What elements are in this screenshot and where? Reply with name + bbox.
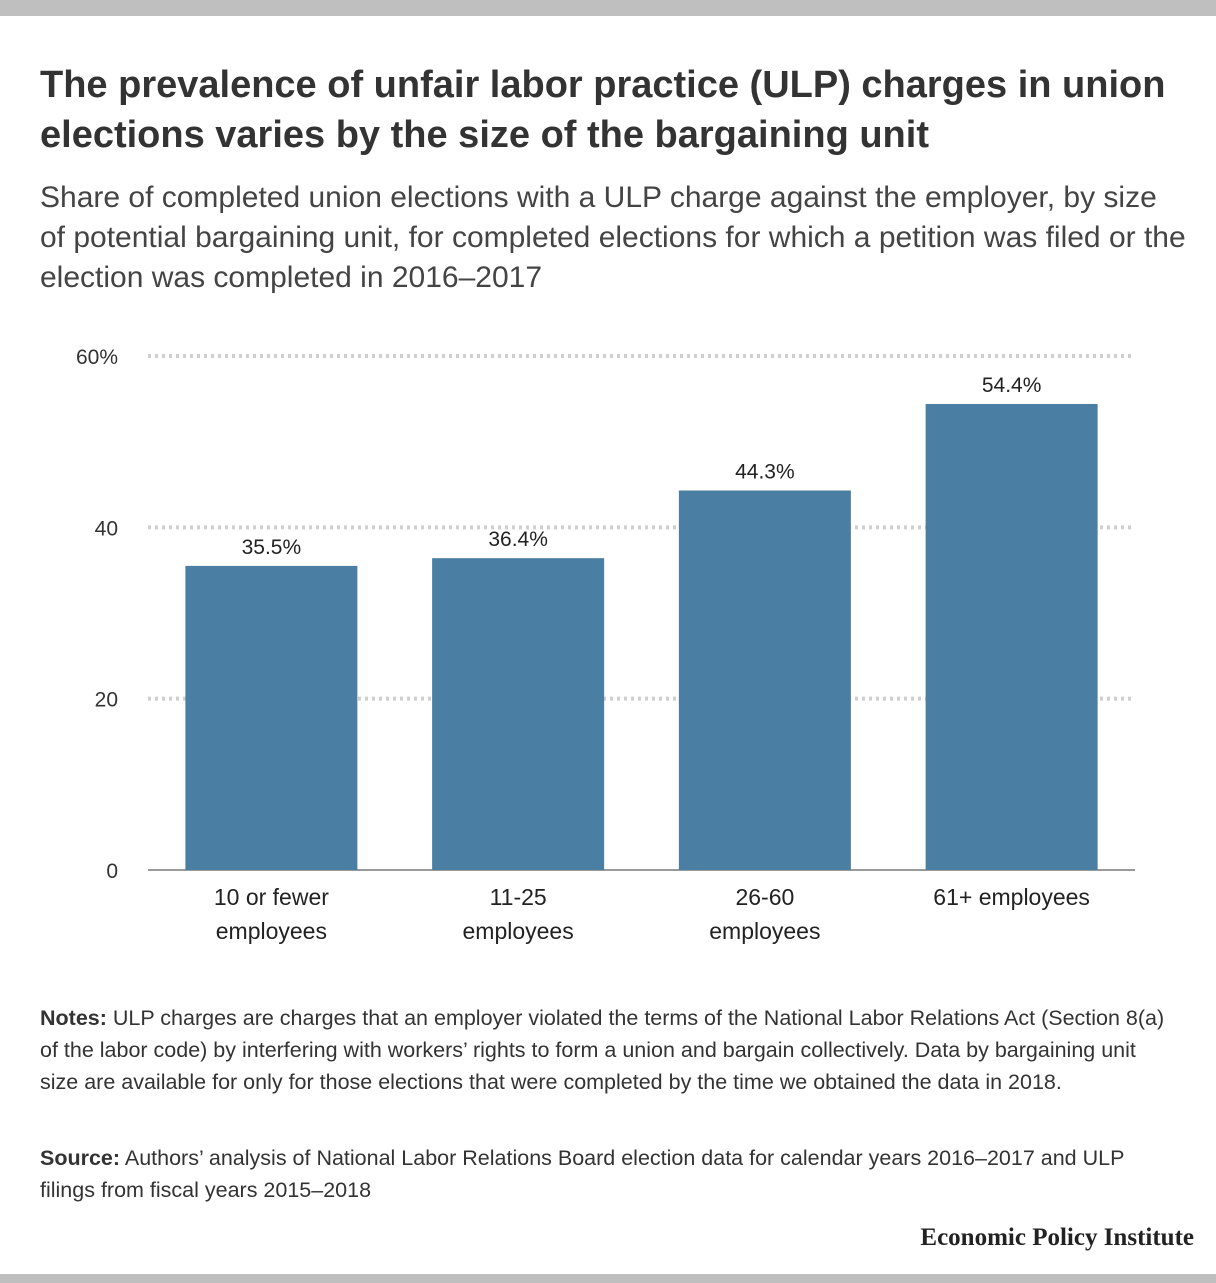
brand-logo-text: Economic Policy Institute — [920, 1224, 1194, 1251]
x-tick-label: employees — [709, 918, 820, 944]
y-tick-label: 60% — [76, 346, 118, 369]
x-tick-label: 26-60 — [735, 884, 794, 910]
notes-text: ULP charges are charges that an employer… — [40, 1006, 1165, 1094]
chart-title: The prevalence of unfair labor practice … — [40, 64, 1166, 156]
source: Source: Authors’ analysis of National La… — [40, 1142, 1180, 1206]
x-tick-label: 11-25 — [490, 884, 547, 910]
bar — [678, 490, 851, 870]
source-text: Authors’ analysis of National Labor Rela… — [40, 1146, 1125, 1202]
bar — [432, 558, 605, 870]
chart-subtitle: Share of completed union elections with … — [40, 181, 1186, 294]
notes: Notes: ULP charges are charges that an e… — [40, 1002, 1180, 1098]
bar-value-label: 54.4% — [982, 374, 1042, 397]
y-tick-label: 20 — [95, 689, 118, 712]
x-tick-label: employees — [463, 918, 574, 944]
top-border — [0, 0, 1216, 16]
y-tick-label: 0 — [106, 860, 118, 883]
x-tick-label: employees — [216, 918, 327, 944]
bottom-border — [0, 1274, 1216, 1283]
x-tick-label: 10 or fewer — [214, 884, 329, 910]
bar-value-label: 36.4% — [488, 528, 548, 551]
bar-value-label: 35.5% — [242, 536, 302, 559]
source-label: Source: — [40, 1146, 121, 1170]
bar-chart-svg: 0 20 40 60% 35.5% 10 or fewer employees 36.4% 11… — [76, 346, 1135, 944]
x-tick-label: 61+ employees — [933, 884, 1090, 910]
y-tick-label: 40 — [95, 517, 118, 540]
notes-label: Notes: — [40, 1006, 107, 1030]
bar-value-label: 44.3% — [735, 460, 795, 483]
bar — [925, 403, 1098, 870]
bar — [185, 565, 358, 870]
bar-chart: 0 20 40 60% 35.5% 10 or fewer employees 36.4% 11… — [0, 330, 1216, 970]
